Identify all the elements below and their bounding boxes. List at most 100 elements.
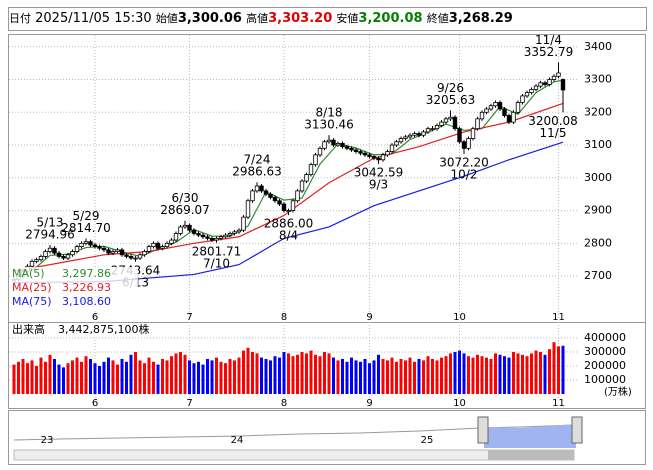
volume-bar	[21, 359, 25, 394]
annotation-date: 10/2	[451, 168, 478, 182]
candle-body	[124, 254, 129, 257]
candle-body	[520, 95, 525, 103]
value: 3,200.08	[358, 11, 423, 26]
candle-body	[34, 259, 39, 262]
x-tick-label: 10	[453, 398, 466, 409]
volume-bar	[345, 361, 349, 394]
candle-body	[232, 231, 237, 234]
candle-body	[286, 210, 291, 212]
candle-body	[416, 133, 422, 136]
volume-bar	[444, 356, 448, 394]
volume-bar	[534, 350, 538, 394]
volume-header-box	[9, 323, 157, 337]
annotation-price: 2814.70	[61, 221, 111, 235]
x-tick-label: 10	[453, 312, 466, 323]
volume-bar	[188, 360, 191, 394]
navigator-handle[interactable]	[477, 416, 489, 444]
legend-value: 3,297.86	[62, 267, 111, 280]
annotation-price: 2801.71	[192, 244, 242, 258]
candle-body	[259, 185, 264, 192]
candle-body	[461, 141, 467, 149]
volume-bar	[219, 361, 223, 394]
volume-bar	[116, 364, 119, 394]
volume-bar	[206, 359, 209, 394]
volume-bar	[318, 356, 322, 394]
volume-bar	[458, 350, 461, 394]
y-tick-label: 3300	[584, 73, 612, 86]
candle-body	[128, 256, 134, 259]
navigator-handle[interactable]	[571, 416, 583, 444]
volume-bar	[530, 353, 533, 394]
y-tick-label: 3100	[584, 138, 612, 151]
volume-label: 出来高	[12, 322, 45, 336]
x-tick-label: 6	[92, 312, 98, 323]
candle-body	[340, 143, 345, 148]
volume-bar	[476, 354, 479, 394]
candle-body	[403, 136, 408, 139]
volume-bar	[269, 360, 272, 394]
label: 始値	[155, 12, 178, 25]
volume-bar	[498, 354, 502, 394]
annotation-date: 5/13	[37, 215, 64, 229]
volume-bar	[233, 360, 236, 394]
volume-bar	[129, 354, 133, 394]
candle-body	[313, 154, 318, 166]
candle-body	[106, 249, 111, 254]
candle-body	[529, 88, 534, 94]
candle-body	[551, 75, 557, 80]
y-tick-label: 400000	[584, 331, 626, 344]
volume-bar	[89, 359, 92, 394]
candle-body	[245, 200, 251, 218]
volume-bar	[224, 363, 227, 394]
candle-body	[83, 241, 89, 244]
volume-bar	[363, 359, 367, 394]
candle-body	[155, 242, 161, 249]
annotation-date: 11/4	[535, 33, 562, 47]
annotation-date: 8/18	[316, 106, 343, 120]
candle-body	[407, 134, 413, 138]
annotation-price: 3205.63	[426, 93, 476, 107]
candle-body	[209, 238, 215, 241]
navigator-selection[interactable]	[484, 424, 576, 448]
volume-bar	[210, 360, 214, 394]
volume-bar	[107, 357, 110, 394]
volume-bar	[75, 357, 79, 394]
volume-bar	[291, 356, 295, 394]
x-tick-label: 11	[552, 398, 565, 409]
volume-bar	[12, 364, 16, 394]
volume-bar	[494, 353, 497, 394]
scrollbar-thumb[interactable]	[488, 450, 574, 460]
volume-bar	[561, 345, 565, 394]
volume-bar	[134, 352, 137, 394]
annotation-date: 7/10	[203, 256, 230, 270]
candle-body	[43, 251, 48, 257]
annotation-date: 6/30	[172, 191, 199, 205]
annotation-price: 2869.07	[160, 203, 210, 217]
annotation-date: 11/5	[540, 126, 567, 140]
candle-body	[142, 251, 147, 256]
volume-bar	[251, 352, 254, 394]
volume-bar	[26, 363, 29, 394]
candle-body	[218, 236, 224, 239]
y-tick-label: 2900	[584, 204, 612, 217]
candle-body	[160, 246, 165, 249]
x-tick-label: 9	[366, 398, 372, 409]
x-tick-label: 11	[552, 312, 565, 323]
volume-bar	[120, 359, 124, 394]
candle-body	[331, 139, 336, 146]
candle-body	[272, 197, 278, 202]
volume-bar	[404, 360, 407, 394]
volume-bar	[323, 352, 326, 394]
candle-body	[493, 102, 498, 107]
volume-bar	[354, 360, 358, 394]
candle-body	[502, 108, 507, 116]
candle-body	[547, 79, 552, 85]
volume-bar	[390, 357, 394, 394]
volume-bar	[557, 346, 560, 394]
candle-body	[88, 241, 93, 246]
volume-bar	[147, 357, 151, 394]
volume-bar	[503, 356, 506, 394]
volume-bar	[201, 364, 205, 394]
candle-body	[344, 146, 350, 149]
